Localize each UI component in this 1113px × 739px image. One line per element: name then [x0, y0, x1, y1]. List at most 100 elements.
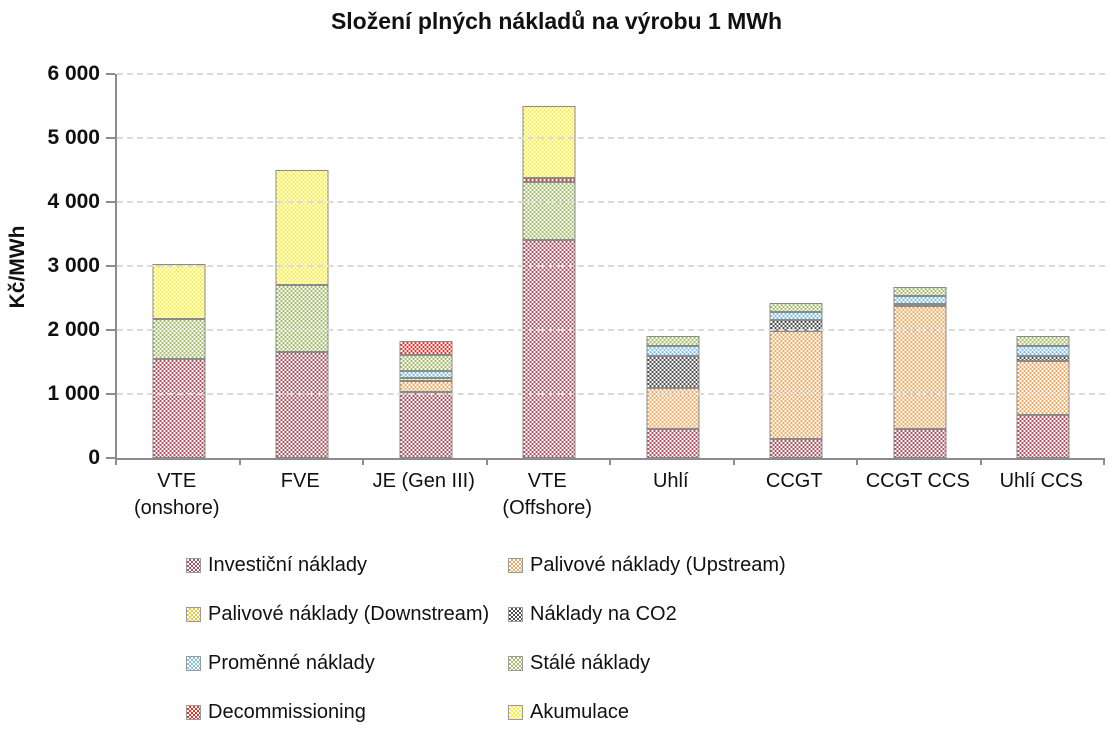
legend-label: Stálé náklady — [530, 652, 651, 674]
bar-segment — [399, 392, 453, 458]
stacked-bar — [769, 74, 823, 458]
x-tick-mark — [115, 458, 117, 465]
bar-slot — [488, 74, 612, 458]
y-tick-mark — [106, 393, 115, 395]
x-tick-mark — [362, 458, 364, 465]
bar-segment — [522, 177, 576, 183]
bar-segment — [399, 371, 453, 378]
bar-segment — [893, 296, 947, 304]
x-category-label: Uhlí — [652, 470, 689, 492]
bar-slots — [117, 74, 1105, 458]
stacked-bar — [893, 74, 947, 458]
gridline — [117, 329, 1105, 331]
legend-item: Palivové náklady (Downstream) — [186, 603, 508, 626]
gridline — [117, 137, 1105, 139]
bar-segment — [152, 264, 206, 320]
gridline — [117, 265, 1105, 267]
bar-segment — [1016, 336, 1070, 346]
bar-segment — [769, 311, 823, 320]
x-tick-mark — [485, 458, 488, 465]
chart-legend: Investiční náklady Palivové náklady (Upst… — [186, 554, 786, 724]
y-tick-mark — [106, 137, 115, 139]
bar-slot — [858, 74, 982, 458]
y-axis-tick-labels: 0 1 000 2 000 3 000 4 000 5 000 6 000 — [0, 63, 100, 469]
x-category-label: CCGT CCS — [865, 470, 970, 492]
gridline — [117, 201, 1105, 203]
x-axis-category-labels: VTE (onshore) FVE JE (Gen III) VTE (Offshore)… — [115, 468, 1103, 522]
gridline — [117, 73, 1105, 75]
y-tick-label: 5 000 — [47, 126, 100, 149]
bar-slot — [117, 74, 241, 458]
plot-area — [115, 73, 1105, 460]
chart-title: Složení plných nákladů na výrobu 1 MWh — [330, 8, 783, 34]
y-tick-label: 4 000 — [47, 190, 100, 213]
bar-segment — [646, 355, 700, 388]
bar-segment — [646, 429, 700, 458]
bar-segment — [893, 428, 947, 458]
bar-segment — [152, 319, 206, 359]
y-tick-mark — [106, 201, 115, 203]
legend-swatch-icon — [508, 607, 523, 622]
y-tick-label: 0 — [88, 446, 100, 469]
stacked-bar — [399, 74, 453, 458]
legend-label: Akumulace — [530, 701, 629, 723]
bar-slot — [364, 74, 488, 458]
x-category-label: VTE (Offshore) — [502, 470, 593, 519]
bar-segment — [893, 305, 947, 429]
x-tick-mark — [732, 458, 735, 465]
legend-item: Náklady na CO2 — [508, 603, 786, 626]
bar-segment — [399, 340, 453, 355]
bar-segment — [399, 380, 453, 393]
bar-segment — [769, 438, 823, 458]
y-tick-mark — [106, 329, 115, 331]
bar-segment — [646, 345, 700, 356]
legend-label: Náklady na CO2 — [530, 603, 677, 625]
y-tick-label: 2 000 — [47, 318, 100, 341]
legend-swatch-icon — [186, 558, 201, 573]
bar-segment — [893, 303, 947, 306]
legend-label: Investiční náklady — [208, 554, 367, 576]
bar-segment — [1016, 356, 1070, 361]
legend-label: Proměnné náklady — [208, 652, 375, 674]
bar-segment — [522, 240, 576, 458]
x-category-label: CCGT — [765, 470, 823, 492]
x-category-label: Uhlí CCS — [999, 470, 1083, 492]
x-category-label: FVE — [280, 470, 320, 492]
legend-item: Stálé náklady — [508, 652, 786, 675]
bar-segment — [275, 351, 329, 458]
x-category-label: VTE (onshore) — [133, 470, 220, 519]
bar-segment — [275, 170, 329, 286]
legend-label: Palivové náklady (Upstream) — [530, 554, 786, 576]
stacked-bar — [522, 74, 576, 458]
gridline — [117, 393, 1105, 395]
bar-segment — [152, 358, 206, 458]
bar-segment — [769, 303, 823, 312]
bar-segment — [1016, 360, 1070, 416]
legend-swatch-icon — [186, 656, 201, 671]
legend-swatch-icon — [508, 558, 523, 573]
legend-label: Palivové náklady (Downstream) — [208, 603, 490, 625]
legend-item: Akumulace — [508, 701, 786, 724]
legend-swatch-icon — [508, 705, 523, 720]
y-tick-label: 6 000 — [47, 62, 100, 85]
bar-segment — [399, 378, 453, 381]
legend-swatch-icon — [186, 607, 201, 622]
x-tick-mark — [609, 458, 611, 465]
legend-item: Decommissioning — [186, 701, 508, 724]
bar-segment — [399, 354, 453, 372]
legend-swatch-icon — [186, 705, 201, 720]
legend-item: Proměnné náklady — [186, 652, 508, 675]
x-category-label: JE (Gen III) — [372, 470, 475, 492]
x-tick-mark — [979, 458, 982, 465]
bar-segment — [1016, 415, 1070, 458]
bar-segment — [275, 285, 329, 352]
y-tick-mark — [106, 265, 115, 267]
stacked-bar — [1016, 74, 1070, 458]
bar-slot — [241, 74, 365, 458]
bar-slot — [735, 74, 859, 458]
bar-segment — [1016, 345, 1070, 357]
y-tick-mark — [106, 457, 115, 459]
stacked-bar — [275, 74, 329, 458]
bar-segment — [646, 335, 700, 346]
